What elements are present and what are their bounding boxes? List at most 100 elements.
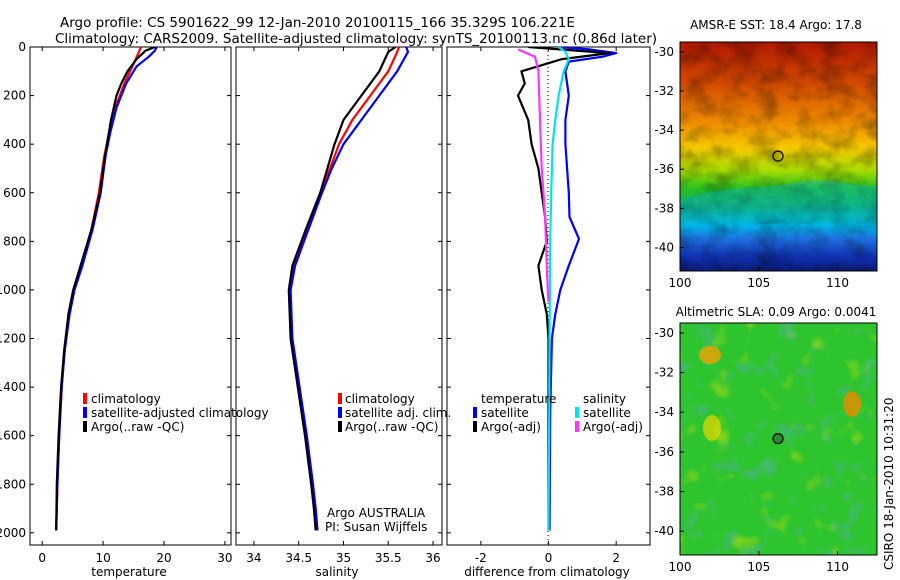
sst_map-ytick-label: -38	[654, 201, 674, 215]
depth-ytick-label: 1800	[0, 477, 26, 491]
sla_map-xtick-label: 105	[747, 560, 770, 574]
legend-swatch-temp-argo	[473, 421, 477, 432]
legend-swatch-temp-satellite	[473, 407, 477, 418]
legend-swatch-argo	[83, 421, 87, 432]
sla_map-ytick-label: -38	[654, 485, 674, 499]
salinity-xtick-label: 34.5	[285, 551, 312, 565]
figure-title-line2: Climatology: CARS2009. Satellite-adjuste…	[55, 31, 657, 47]
legend-swatch-satellite	[83, 407, 87, 418]
sst-heatmap	[680, 42, 877, 271]
difference-xlabel: difference from climatology	[464, 565, 630, 579]
difference-xtick-label: -2	[475, 551, 487, 565]
depth-ytick-label: 1000	[0, 283, 26, 297]
legend-label-sal-argo: Argo(-adj)	[583, 420, 643, 434]
depth-ytick-label: 600	[3, 186, 26, 200]
sst_map-ytick-label: -34	[654, 123, 674, 137]
argo-program-label: Argo AUSTRALIA	[327, 506, 426, 520]
salinity-line-argo-raw-qc-	[287, 47, 397, 531]
sst_map-xtick-label: 110	[826, 276, 849, 290]
salinity-series	[287, 47, 410, 531]
salinity-plot-frame	[235, 46, 443, 546]
sla-argo-position-marker	[772, 433, 784, 445]
sla-map-title: Altimetric SLA: 0.09 Argo: 0.0041	[676, 305, 877, 319]
salinity-xtick-label: 35	[336, 551, 351, 565]
legend-label-argo: Argo(..raw -QC)	[91, 420, 184, 434]
sla_map-ytick-label: -30	[654, 326, 674, 340]
legend-swatch-argo	[338, 421, 342, 432]
sla_map-ytick-label: -40	[654, 524, 674, 538]
difference-legend: temperature salinity satellite Argo(-adj…	[473, 392, 643, 434]
depth-ytick-label: 1400	[0, 380, 26, 394]
sla-high-spot-1	[699, 346, 721, 364]
depth-ytick-label: 400	[3, 137, 26, 151]
difference-line-salinity-argo-adj-	[517, 48, 550, 303]
legend-title-salinity: salinity	[583, 392, 626, 406]
temperature-line-argo-raw-qc-	[55, 47, 156, 531]
csiro-timestamp-label: CSIRO 18-Jan-2010 10:31:20	[882, 398, 896, 570]
depth-ytick-label: 1600	[0, 429, 26, 443]
sst_map-xtick-label: 105	[747, 276, 770, 290]
depth-ytick-label: 2000	[0, 526, 26, 540]
salinity-xtick-label: 35.5	[375, 551, 402, 565]
sla_map-xtick-label: 110	[826, 560, 849, 574]
sst-cold-tongue	[680, 180, 877, 224]
legend-swatch-climatology	[83, 393, 87, 404]
depth-ytick-label: 200	[3, 89, 26, 103]
legend-label-climatology: climatology	[91, 392, 161, 406]
temperature-xtick-label: 30	[217, 551, 232, 565]
salinity-legend: climatology satellite adj. clim. Argo(..…	[338, 392, 451, 434]
temperature-xlabel: temperature	[91, 565, 166, 579]
legend-label-climatology: climatology	[345, 392, 415, 406]
salinity-xlabel: salinity	[315, 565, 358, 579]
legend-swatch-sal-argo	[575, 421, 579, 432]
legend-label-satellite: satellite-adjusted climatology	[91, 406, 269, 420]
salinity-line-satellite-adj-clim-	[289, 47, 410, 531]
salinity-xtick-label: 34	[246, 551, 261, 565]
temperature-series	[55, 47, 158, 531]
sla_map-ytick-label: -32	[654, 366, 674, 380]
sla-map-frame	[679, 322, 878, 556]
legend-label-sal-satellite: satellite	[583, 406, 631, 420]
sla_map-ytick-label: -34	[654, 405, 674, 419]
sst_map-xtick-label: 100	[669, 276, 692, 290]
difference-series	[516, 47, 618, 531]
temperature-xtick-label: 0	[38, 551, 46, 565]
difference-line-salinity-satellite	[547, 47, 570, 531]
temperature-xtick-label: 10	[95, 551, 110, 565]
sst-map-title: AMSR-E SST: 18.4 Argo: 17.8	[690, 18, 862, 32]
legend-label-temp-argo: Argo(-adj)	[481, 420, 541, 434]
sla-high-spot-3	[703, 415, 721, 441]
sla-axis-ticks: 100 105 110 -30 -32 -34 -36 -38 -40	[654, 326, 849, 574]
legend-swatch-satellite	[338, 407, 342, 418]
temperature-plot-frame	[29, 46, 232, 546]
sst_map-ytick-label: -40	[654, 241, 674, 255]
legend-label-temp-satellite: satellite	[481, 406, 529, 420]
depth-ytick-label: 0	[18, 40, 26, 54]
sst-map-frame	[679, 41, 878, 272]
legend-title-temperature: temperature	[481, 392, 556, 406]
legend-swatch-climatology	[338, 393, 342, 404]
salinity-xtick-label: 36	[425, 551, 440, 565]
temperature-legend: climatology satellite-adjusted climatolo…	[83, 392, 269, 434]
sst-noise-texture	[680, 42, 877, 271]
depth-axis-ticks: 0 200 400 600 800 1000 1200 1400 1600 1800 2000	[0, 40, 26, 540]
temperature-xtick-label: 20	[156, 551, 171, 565]
sla-high-spot-2	[843, 391, 861, 417]
legend-label-satellite: satellite adj. clim.	[345, 406, 451, 420]
sst_map-ytick-label: -32	[654, 84, 674, 98]
sla_map-xtick-label: 100	[669, 560, 692, 574]
sst-axis-ticks: 100 105 110 -30 -32 -34 -36 -38 -40	[654, 45, 849, 290]
depth-ytick-label: 800	[3, 234, 26, 248]
salinity-axis-ticks: 34 34.5 35 35.5 36	[236, 46, 442, 565]
legend-swatch-sal-satellite	[575, 407, 579, 418]
sst-argo-position-marker	[772, 150, 784, 162]
depth-ytick-label: 1200	[0, 332, 26, 346]
pi-label: PI: Susan Wijffels	[325, 520, 427, 534]
sst_map-ytick-label: -36	[654, 162, 674, 176]
difference-xtick-label: 2	[612, 551, 620, 565]
sst_map-ytick-label: -30	[654, 45, 674, 59]
difference-line-temperature-argo-adj-	[516, 47, 611, 531]
sla_map-ytick-label: -36	[654, 445, 674, 459]
temperature-axis-ticks: 0 10 20 30	[30, 46, 233, 565]
